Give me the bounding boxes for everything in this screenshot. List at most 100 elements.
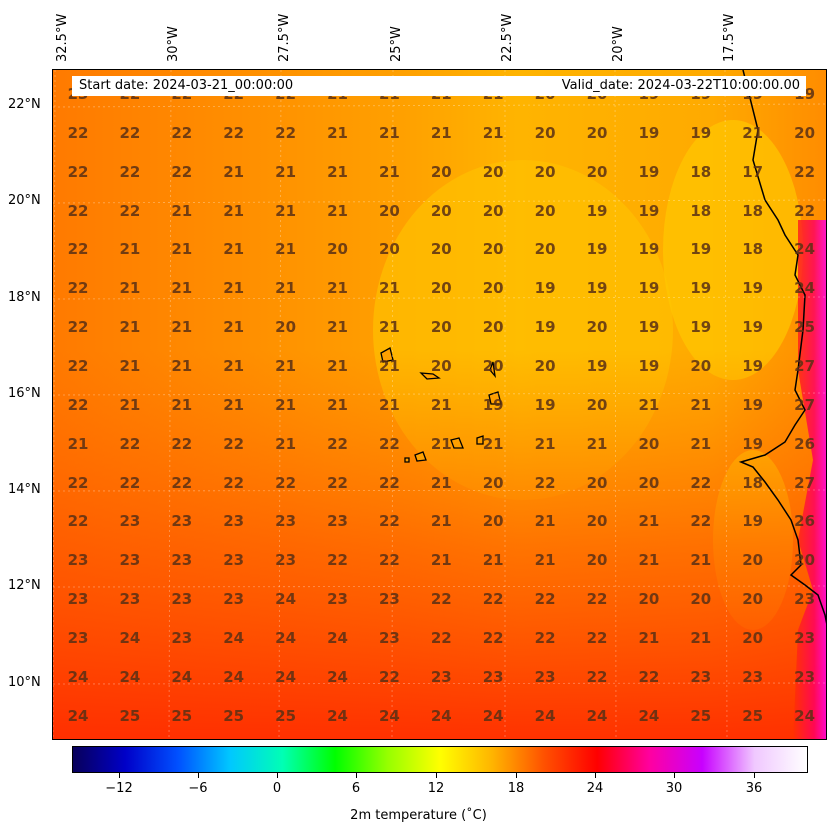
temperature-value: 23: [223, 551, 245, 570]
colorbar-tick-label: 12: [427, 781, 445, 796]
temperature-value: 22: [327, 551, 348, 570]
temperature-value: 20: [586, 162, 608, 181]
island: [419, 372, 441, 380]
temperature-value: 21: [378, 123, 400, 142]
temperature-value: 21: [638, 628, 660, 647]
colorbar-tick: [595, 773, 596, 778]
temperature-value: 23: [171, 551, 193, 570]
latitude-label: 12°N: [8, 578, 41, 593]
temperature-value: 20: [430, 279, 452, 298]
latitude-label: 22°N: [8, 97, 41, 112]
latitude-label: 14°N: [8, 482, 41, 497]
temperature-value: 21: [327, 201, 348, 220]
temperature-value: 23: [327, 512, 348, 531]
temperature-value: 21: [430, 512, 452, 531]
colorbar-tick: [198, 773, 199, 778]
temperature-value: 20: [327, 240, 348, 259]
temperature-value: 25: [690, 706, 712, 725]
colorbar-tick: [277, 773, 278, 778]
land-heat: [793, 220, 826, 739]
temperature-value: 23: [275, 512, 297, 531]
temperature-value: 22: [378, 512, 400, 531]
longitude-label: 32.5°W: [55, 13, 70, 62]
temperature-value: 23: [119, 512, 141, 531]
temperature-value: 26: [794, 434, 816, 453]
temperature-value: 23: [794, 628, 816, 647]
temperature-value: 22: [67, 512, 89, 531]
start-date: Start date: 2024-03-21_00:00:00: [79, 78, 294, 93]
temperature-value: 18: [690, 162, 712, 181]
temperature-value: 21: [430, 395, 452, 414]
temperature-value: 27: [794, 395, 816, 414]
temperature-value: 19: [742, 279, 764, 298]
temperature-value: 22: [638, 667, 660, 686]
temperature-value: 21: [171, 240, 193, 259]
temperature-value: 23: [794, 590, 816, 609]
temperature-value: 21: [534, 551, 556, 570]
temperature-value: 20: [430, 162, 452, 181]
temperature-value: 20: [430, 201, 452, 220]
temperature-value: 20: [275, 318, 297, 337]
colorbar-tick-label: 30: [665, 781, 683, 796]
colorbar-tick-label: 6: [351, 781, 361, 796]
temperature-value: 20: [534, 162, 556, 181]
temperature-value: 24: [430, 706, 452, 725]
valid-date: Valid_date: 2024-03-22T10:00:00.00: [561, 78, 800, 93]
temperature-value: 22: [67, 395, 89, 414]
temperature-value: 22: [171, 123, 193, 142]
temperature-value: 27: [794, 473, 816, 492]
colorbar-tick-label: 24: [586, 781, 604, 796]
temperature-value: 21: [742, 123, 764, 142]
colorbar-tick-label: −12: [105, 781, 133, 796]
colorbar-tick-label: −6: [188, 781, 208, 796]
temperature-value: 24: [67, 667, 89, 686]
temperature-value: 25: [171, 706, 193, 725]
longitude-label: 25°W: [389, 26, 404, 62]
temperature-value: 25: [794, 318, 816, 337]
temperature-value: 18: [742, 473, 764, 492]
temperature-value: 21: [482, 551, 504, 570]
temperature-value: 20: [482, 356, 504, 375]
temperature-value: 19: [690, 279, 712, 298]
temperature-value: 24: [119, 667, 141, 686]
temperature-value: 21: [223, 162, 245, 181]
colorbar-tick: [754, 773, 755, 778]
temperature-value: 22: [119, 434, 141, 453]
temperature-value: 19: [742, 395, 764, 414]
longitude-label: 17.5°W: [722, 13, 737, 62]
temperature-value: 19: [534, 395, 556, 414]
temperature-value: 20: [482, 512, 504, 531]
temperature-value: 21: [534, 512, 556, 531]
temperature-value: 19: [742, 318, 764, 337]
temperature-value: 21: [275, 395, 297, 414]
temperature-value: 19: [690, 240, 712, 259]
temperature-value: 19: [690, 318, 712, 337]
temperature-value: 20: [534, 201, 556, 220]
temperature-value: 20: [482, 473, 504, 492]
temperature-value: 22: [534, 590, 556, 609]
temperature-value: 20: [482, 201, 504, 220]
temperature-value: 23: [482, 667, 504, 686]
temperature-value: 19: [638, 318, 660, 337]
temperature-value: 18: [742, 201, 764, 220]
temperature-value: 22: [171, 162, 193, 181]
temperature-value: 22: [67, 473, 89, 492]
temperature-value: 22: [67, 162, 89, 181]
temperature-value: 21: [430, 551, 452, 570]
temperature-field: [53, 70, 826, 739]
temperature-value: 21: [223, 395, 245, 414]
temperature-value: 21: [690, 434, 712, 453]
temperature-value: 20: [690, 356, 712, 375]
temperature-value: 20: [430, 240, 452, 259]
temperature-value: 22: [586, 590, 608, 609]
temperature-value: 21: [690, 628, 712, 647]
island: [380, 347, 394, 363]
temperature-value: 25: [742, 706, 764, 725]
temperature-value: 24: [327, 667, 348, 686]
temperature-value: 25: [119, 706, 141, 725]
latitude-label: 10°N: [8, 675, 41, 690]
temperature-value: 20: [586, 395, 608, 414]
temperature-value: 23: [430, 667, 452, 686]
temperature-value: 21: [171, 356, 193, 375]
temperature-value: 24: [223, 628, 245, 647]
